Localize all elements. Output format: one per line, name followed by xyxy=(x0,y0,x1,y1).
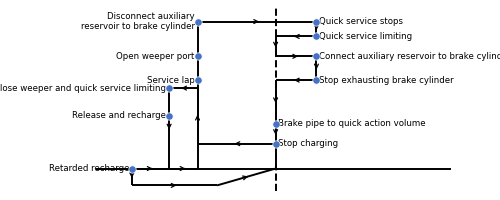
Point xyxy=(194,20,202,23)
Text: Release and recharge: Release and recharge xyxy=(72,111,166,120)
Text: Quick service limiting: Quick service limiting xyxy=(320,32,412,41)
Point xyxy=(312,79,320,82)
Text: Brake pipe to quick action volume: Brake pipe to quick action volume xyxy=(278,119,426,128)
Point xyxy=(194,79,202,82)
Text: Connect auxiliary reservoir to brake cylinder: Connect auxiliary reservoir to brake cyl… xyxy=(320,52,500,61)
Point xyxy=(312,20,320,23)
Text: Disconnect auxiliary
reservoir to brake cylinder: Disconnect auxiliary reservoir to brake … xyxy=(80,12,194,31)
Text: Quick service stops: Quick service stops xyxy=(320,17,404,26)
Point xyxy=(272,122,280,125)
Text: Service lap: Service lap xyxy=(147,76,194,85)
Text: Close weeper and quick service limiting: Close weeper and quick service limiting xyxy=(0,84,166,93)
Text: Open weeper port: Open weeper port xyxy=(116,52,194,61)
Text: Retarded recharge: Retarded recharge xyxy=(48,164,129,173)
Point xyxy=(128,167,136,170)
Point xyxy=(272,142,280,145)
Point xyxy=(312,55,320,58)
Point xyxy=(165,114,173,117)
Text: Stop exhausting brake cylinder: Stop exhausting brake cylinder xyxy=(320,76,454,85)
Point xyxy=(194,55,202,58)
Point xyxy=(165,86,173,90)
Text: Stop charging: Stop charging xyxy=(278,139,338,148)
Point xyxy=(312,35,320,38)
